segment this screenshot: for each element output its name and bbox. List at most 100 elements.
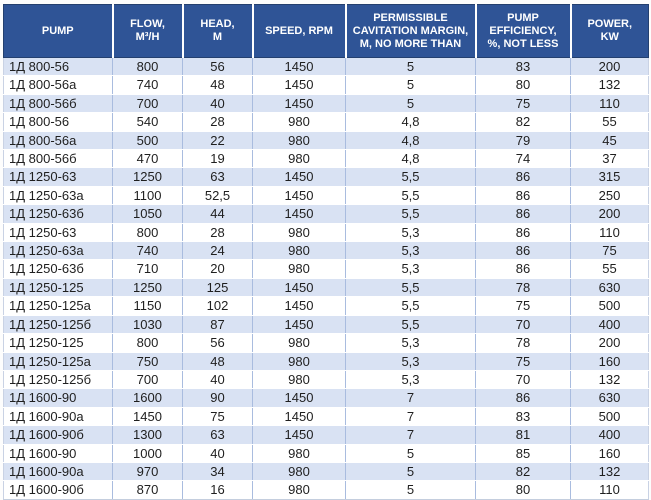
- value-cell-efficiency: 86: [475, 241, 571, 261]
- pump-name-cell: 1Д 800-56б: [3, 149, 113, 169]
- value-cell-speed: 980: [252, 333, 346, 353]
- table-row: 1Д 800-56 540 28 980 4,8 82 55: [3, 112, 649, 132]
- value-cell-flow: 800: [112, 223, 183, 243]
- value-cell-head: 34: [182, 462, 253, 482]
- value-cell-head: 40: [182, 370, 253, 390]
- value-cell-efficiency: 86: [475, 388, 571, 408]
- value-cell-speed: 1450: [252, 75, 346, 95]
- value-cell-flow: 1050: [112, 204, 183, 224]
- table-body: 1Д 800-56 800 56 1450 5 83 200 1Д 800-56а 740 48 1…: [3, 57, 649, 500]
- table-row: 1Д 1250-63а 740 24 980 5,3 86 75: [3, 241, 649, 261]
- value-cell-head: 75: [182, 407, 253, 427]
- value-cell-head: 44: [182, 204, 253, 224]
- pump-name-cell: 1Д 800-56: [3, 112, 113, 132]
- value-cell-cavitation-margin: 4,8: [345, 131, 476, 151]
- value-cell-head: 48: [182, 75, 253, 95]
- value-cell-cavitation-margin: 5,3: [345, 241, 476, 261]
- table-row: 1Д 1600-90а 1450 75 1450 7 83 500: [3, 407, 649, 427]
- value-cell-efficiency: 70: [475, 370, 571, 390]
- value-cell-speed: 1450: [252, 407, 346, 427]
- pump-name-cell: 1Д 1600-90б: [3, 425, 113, 445]
- value-cell-speed: 1450: [252, 278, 346, 298]
- pump-name-cell: 1Д 1600-90а: [3, 462, 113, 482]
- value-cell-speed: 1450: [252, 57, 346, 77]
- value-cell-speed: 980: [252, 444, 346, 463]
- column-header-head: HEAD, M: [181, 4, 253, 58]
- value-cell-flow: 1030: [112, 315, 183, 335]
- value-cell-head: 125: [182, 278, 253, 298]
- value-cell-power: 630: [570, 388, 649, 408]
- value-cell-speed: 980: [252, 149, 346, 169]
- value-cell-head: 19: [182, 149, 253, 169]
- value-cell-cavitation-margin: 5,3: [345, 370, 476, 390]
- value-cell-efficiency: 79: [475, 131, 571, 151]
- value-cell-power: 55: [570, 112, 649, 132]
- value-cell-speed: 1450: [252, 388, 346, 408]
- table-row: 1Д 800-56б 700 40 1450 5 75 110: [3, 94, 649, 114]
- column-header-cavitation-margin: PERMISSIBLE CAVITATION MARGIN, M, NO MOR…: [344, 4, 476, 58]
- value-cell-efficiency: 82: [475, 462, 571, 482]
- value-cell-cavitation-margin: 5: [345, 57, 476, 77]
- value-cell-cavitation-margin: 5,3: [345, 333, 476, 353]
- value-cell-efficiency: 80: [475, 75, 571, 95]
- value-cell-cavitation-margin: 5,5: [345, 315, 476, 335]
- value-cell-efficiency: 85: [475, 444, 571, 463]
- value-cell-power: 400: [570, 425, 649, 445]
- value-cell-efficiency: 86: [475, 223, 571, 243]
- value-cell-cavitation-margin: 5,3: [345, 259, 476, 279]
- value-cell-power: 132: [570, 462, 649, 482]
- value-cell-head: 40: [182, 444, 253, 463]
- value-cell-power: 250: [570, 186, 649, 206]
- pump-name-cell: 1Д 1250-63: [3, 167, 113, 187]
- value-cell-flow: 800: [112, 57, 183, 77]
- column-header-flow: FLOW, M³/H: [111, 4, 183, 58]
- value-cell-power: 110: [570, 480, 649, 500]
- value-cell-efficiency: 70: [475, 315, 571, 335]
- value-cell-efficiency: 83: [475, 57, 571, 77]
- table-row: 1Д 1250-63 1250 63 1450 5,5 86 315: [3, 167, 649, 187]
- value-cell-flow: 970: [112, 462, 183, 482]
- table-row: 1Д 1250-125б 700 40 980 5,3 70 132: [3, 370, 649, 390]
- pump-name-cell: 1Д 1250-63: [3, 223, 113, 243]
- value-cell-power: 160: [570, 352, 649, 371]
- value-cell-speed: 980: [252, 480, 346, 500]
- value-cell-speed: 1450: [252, 186, 346, 206]
- value-cell-efficiency: 74: [475, 149, 571, 169]
- pump-name-cell: 1Д 800-56а: [3, 75, 113, 95]
- pump-name-cell: 1Д 1600-90б: [3, 480, 113, 500]
- value-cell-head: 28: [182, 112, 253, 132]
- value-cell-head: 87: [182, 315, 253, 335]
- value-cell-efficiency: 86: [475, 167, 571, 187]
- value-cell-cavitation-margin: 5: [345, 94, 476, 114]
- value-cell-power: 132: [570, 75, 649, 95]
- value-cell-flow: 1300: [112, 425, 183, 445]
- pump-name-cell: 1Д 1250-125а: [3, 296, 113, 316]
- table-row: 1Д 800-56б 470 19 980 4,8 74 37: [3, 149, 649, 169]
- value-cell-power: 160: [570, 444, 649, 463]
- value-cell-cavitation-margin: 4,8: [345, 112, 476, 132]
- value-cell-cavitation-margin: 5,5: [345, 204, 476, 224]
- pump-name-cell: 1Д 1250-63а: [3, 241, 113, 261]
- table-row: 1Д 1250-63б 710 20 980 5,3 86 55: [3, 259, 649, 279]
- column-header-speed: SPEED, RPM: [251, 4, 346, 58]
- value-cell-head: 28: [182, 223, 253, 243]
- table-row: 1Д 800-56а 740 48 1450 5 80 132: [3, 75, 649, 95]
- table-row: 1Д 1600-90а 970 34 980 5 82 132: [3, 462, 649, 482]
- value-cell-speed: 980: [252, 112, 346, 132]
- value-cell-head: 102: [182, 296, 253, 316]
- column-header-efficiency: PUMP EFFICIENCY, %, NOT LESS: [474, 4, 571, 58]
- table-row: 1Д 1250-63 800 28 980 5,3 86 110: [3, 223, 649, 243]
- value-cell-flow: 800: [112, 333, 183, 353]
- value-cell-power: 132: [570, 370, 649, 390]
- value-cell-power: 110: [570, 223, 649, 243]
- pump-name-cell: 1Д 1250-125: [3, 333, 113, 353]
- value-cell-head: 56: [182, 333, 253, 353]
- table-header: PUMP FLOW, M³/H HEAD, M SPEED, RPM PERMISSIB…: [3, 4, 649, 58]
- value-cell-efficiency: 75: [475, 352, 571, 371]
- column-header-power: POWER, KW: [569, 4, 649, 58]
- pump-name-cell: 1Д 1250-125: [3, 278, 113, 298]
- value-cell-power: 200: [570, 57, 649, 77]
- value-cell-cavitation-margin: 5,5: [345, 278, 476, 298]
- value-cell-power: 45: [570, 131, 649, 151]
